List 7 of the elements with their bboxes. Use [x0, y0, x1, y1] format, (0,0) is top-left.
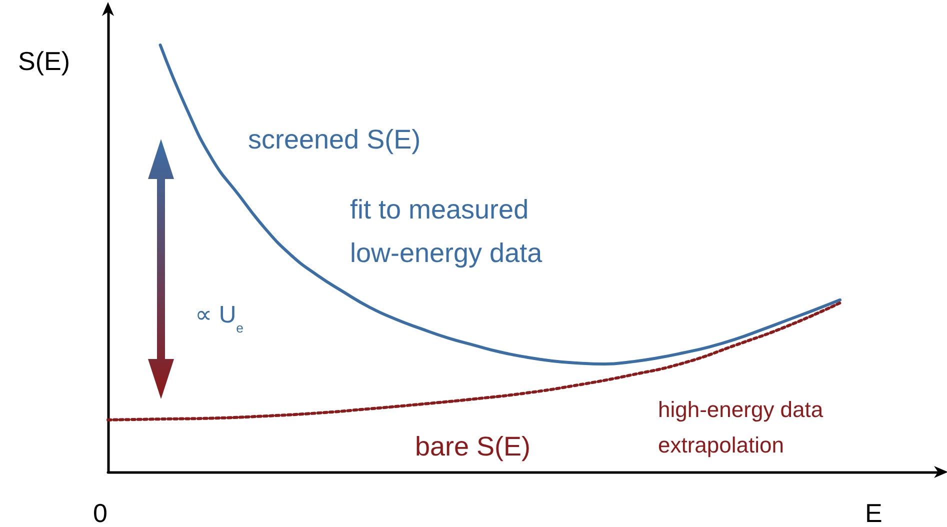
text: 0 [93, 498, 108, 527]
y-axis-title: S(E) [18, 46, 70, 76]
series-label: screened S(E) [248, 124, 421, 155]
annotation: high-energy data extrapolation [658, 397, 824, 458]
annotation: fit to measured low-energy data [350, 194, 544, 268]
x-axis-title: E [865, 498, 882, 527]
series-label: bare S(E) [415, 432, 531, 462]
